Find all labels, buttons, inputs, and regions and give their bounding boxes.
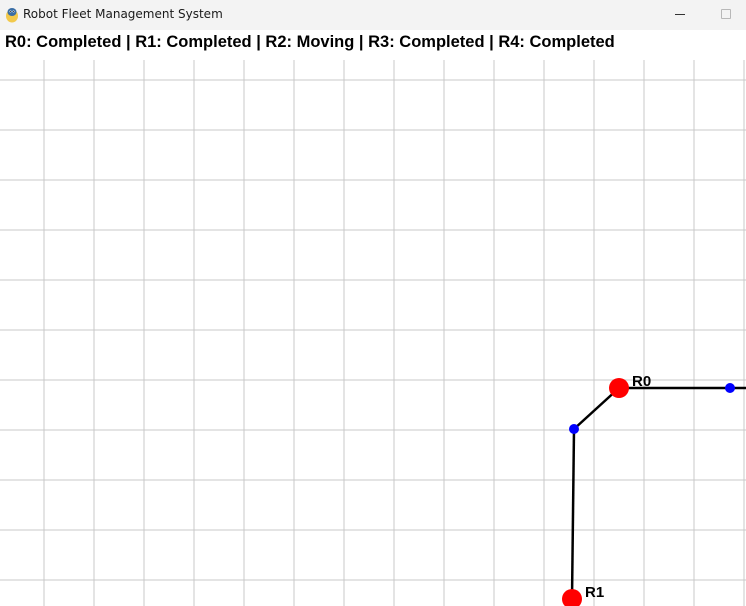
python-snake-icon	[6, 8, 18, 23]
robot-r1-label: R1	[585, 584, 604, 601]
maximize-icon	[721, 9, 731, 19]
maximize-button[interactable]	[704, 0, 746, 30]
title-bar[interactable]: Robot Fleet Management System	[0, 0, 746, 30]
status-bar: R0: Completed | R1: Completed | R2: Movi…	[0, 30, 746, 60]
waypoint-marker[interactable]	[569, 424, 579, 434]
robot-paths	[570, 386, 746, 600]
window-title: Robot Fleet Management System	[23, 7, 223, 21]
robot-r0-label: R0	[632, 373, 651, 390]
robot-r1-marker[interactable]	[562, 589, 582, 606]
minimize-icon	[675, 14, 685, 15]
robots: R0 R1	[562, 373, 651, 606]
fleet-status-text: R0: Completed | R1: Completed | R2: Movi…	[5, 33, 615, 51]
minimize-button[interactable]	[658, 0, 704, 30]
fleet-map-canvas[interactable]: R0 R1	[0, 60, 746, 606]
path-segment	[573, 387, 620, 430]
waypoints	[569, 383, 735, 434]
map-grid	[0, 60, 746, 606]
robot-r0-marker[interactable]	[609, 378, 629, 398]
waypoint-marker[interactable]	[725, 383, 735, 393]
path-segment	[570, 428, 576, 600]
